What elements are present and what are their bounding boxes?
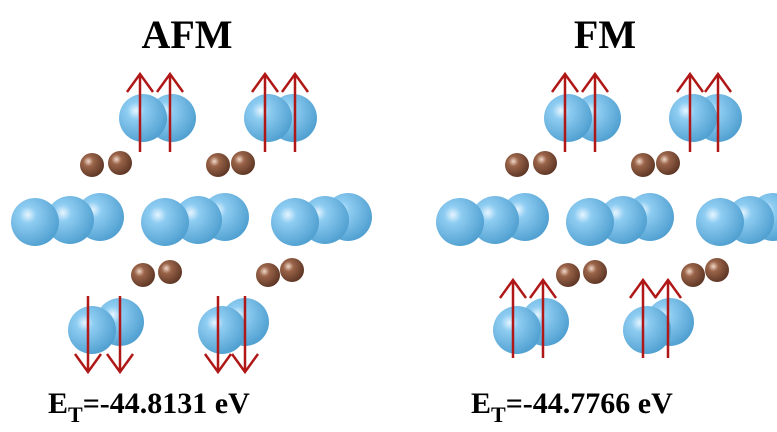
atoms [11, 94, 777, 354]
metal-atom [198, 306, 246, 354]
metal-atom [696, 198, 744, 246]
carbon-atom [206, 153, 230, 177]
metal-atom [669, 94, 717, 142]
metal-atom [119, 94, 167, 142]
panel-title: FM [574, 12, 636, 57]
carbon-atom [256, 263, 280, 287]
energy-label: ET=-44.7766 eV [471, 387, 673, 427]
carbon-atom [108, 151, 132, 175]
carbon-atom [583, 260, 607, 284]
carbon-atom [231, 151, 255, 175]
energy-value: =-44.7766 eV [506, 387, 673, 420]
energy-value: =-44.8131 eV [83, 387, 250, 420]
carbon-atom [280, 258, 304, 282]
metal-atom [436, 198, 484, 246]
metal-atom [566, 198, 614, 246]
energy-subscript: T [68, 402, 83, 427]
carbon-atom [556, 263, 580, 287]
energy-label: ET=-44.8131 eV [48, 387, 250, 427]
carbon-atom [656, 151, 680, 175]
carbon-atom [505, 153, 529, 177]
metal-atom [11, 198, 59, 246]
metal-atom [68, 306, 116, 354]
carbon-atom [533, 151, 557, 175]
carbon-atom [631, 153, 655, 177]
carbon-atom [681, 263, 705, 287]
metal-atom [271, 198, 319, 246]
metal-atom [493, 306, 541, 354]
figure: AFM FM ET=-44.8131 eV ET=-44.7766 eV [0, 0, 777, 432]
energy-symbol: E [48, 387, 68, 420]
carbon-atom [158, 260, 182, 284]
energy-subscript: T [491, 402, 506, 427]
metal-atom [623, 306, 671, 354]
metal-atom [544, 94, 592, 142]
carbon-atom [705, 258, 729, 282]
panel-title: AFM [141, 12, 232, 57]
metal-atom [141, 198, 189, 246]
carbon-atom [131, 263, 155, 287]
energy-symbol: E [471, 387, 491, 420]
metal-atom [244, 94, 292, 142]
carbon-atom [80, 153, 104, 177]
